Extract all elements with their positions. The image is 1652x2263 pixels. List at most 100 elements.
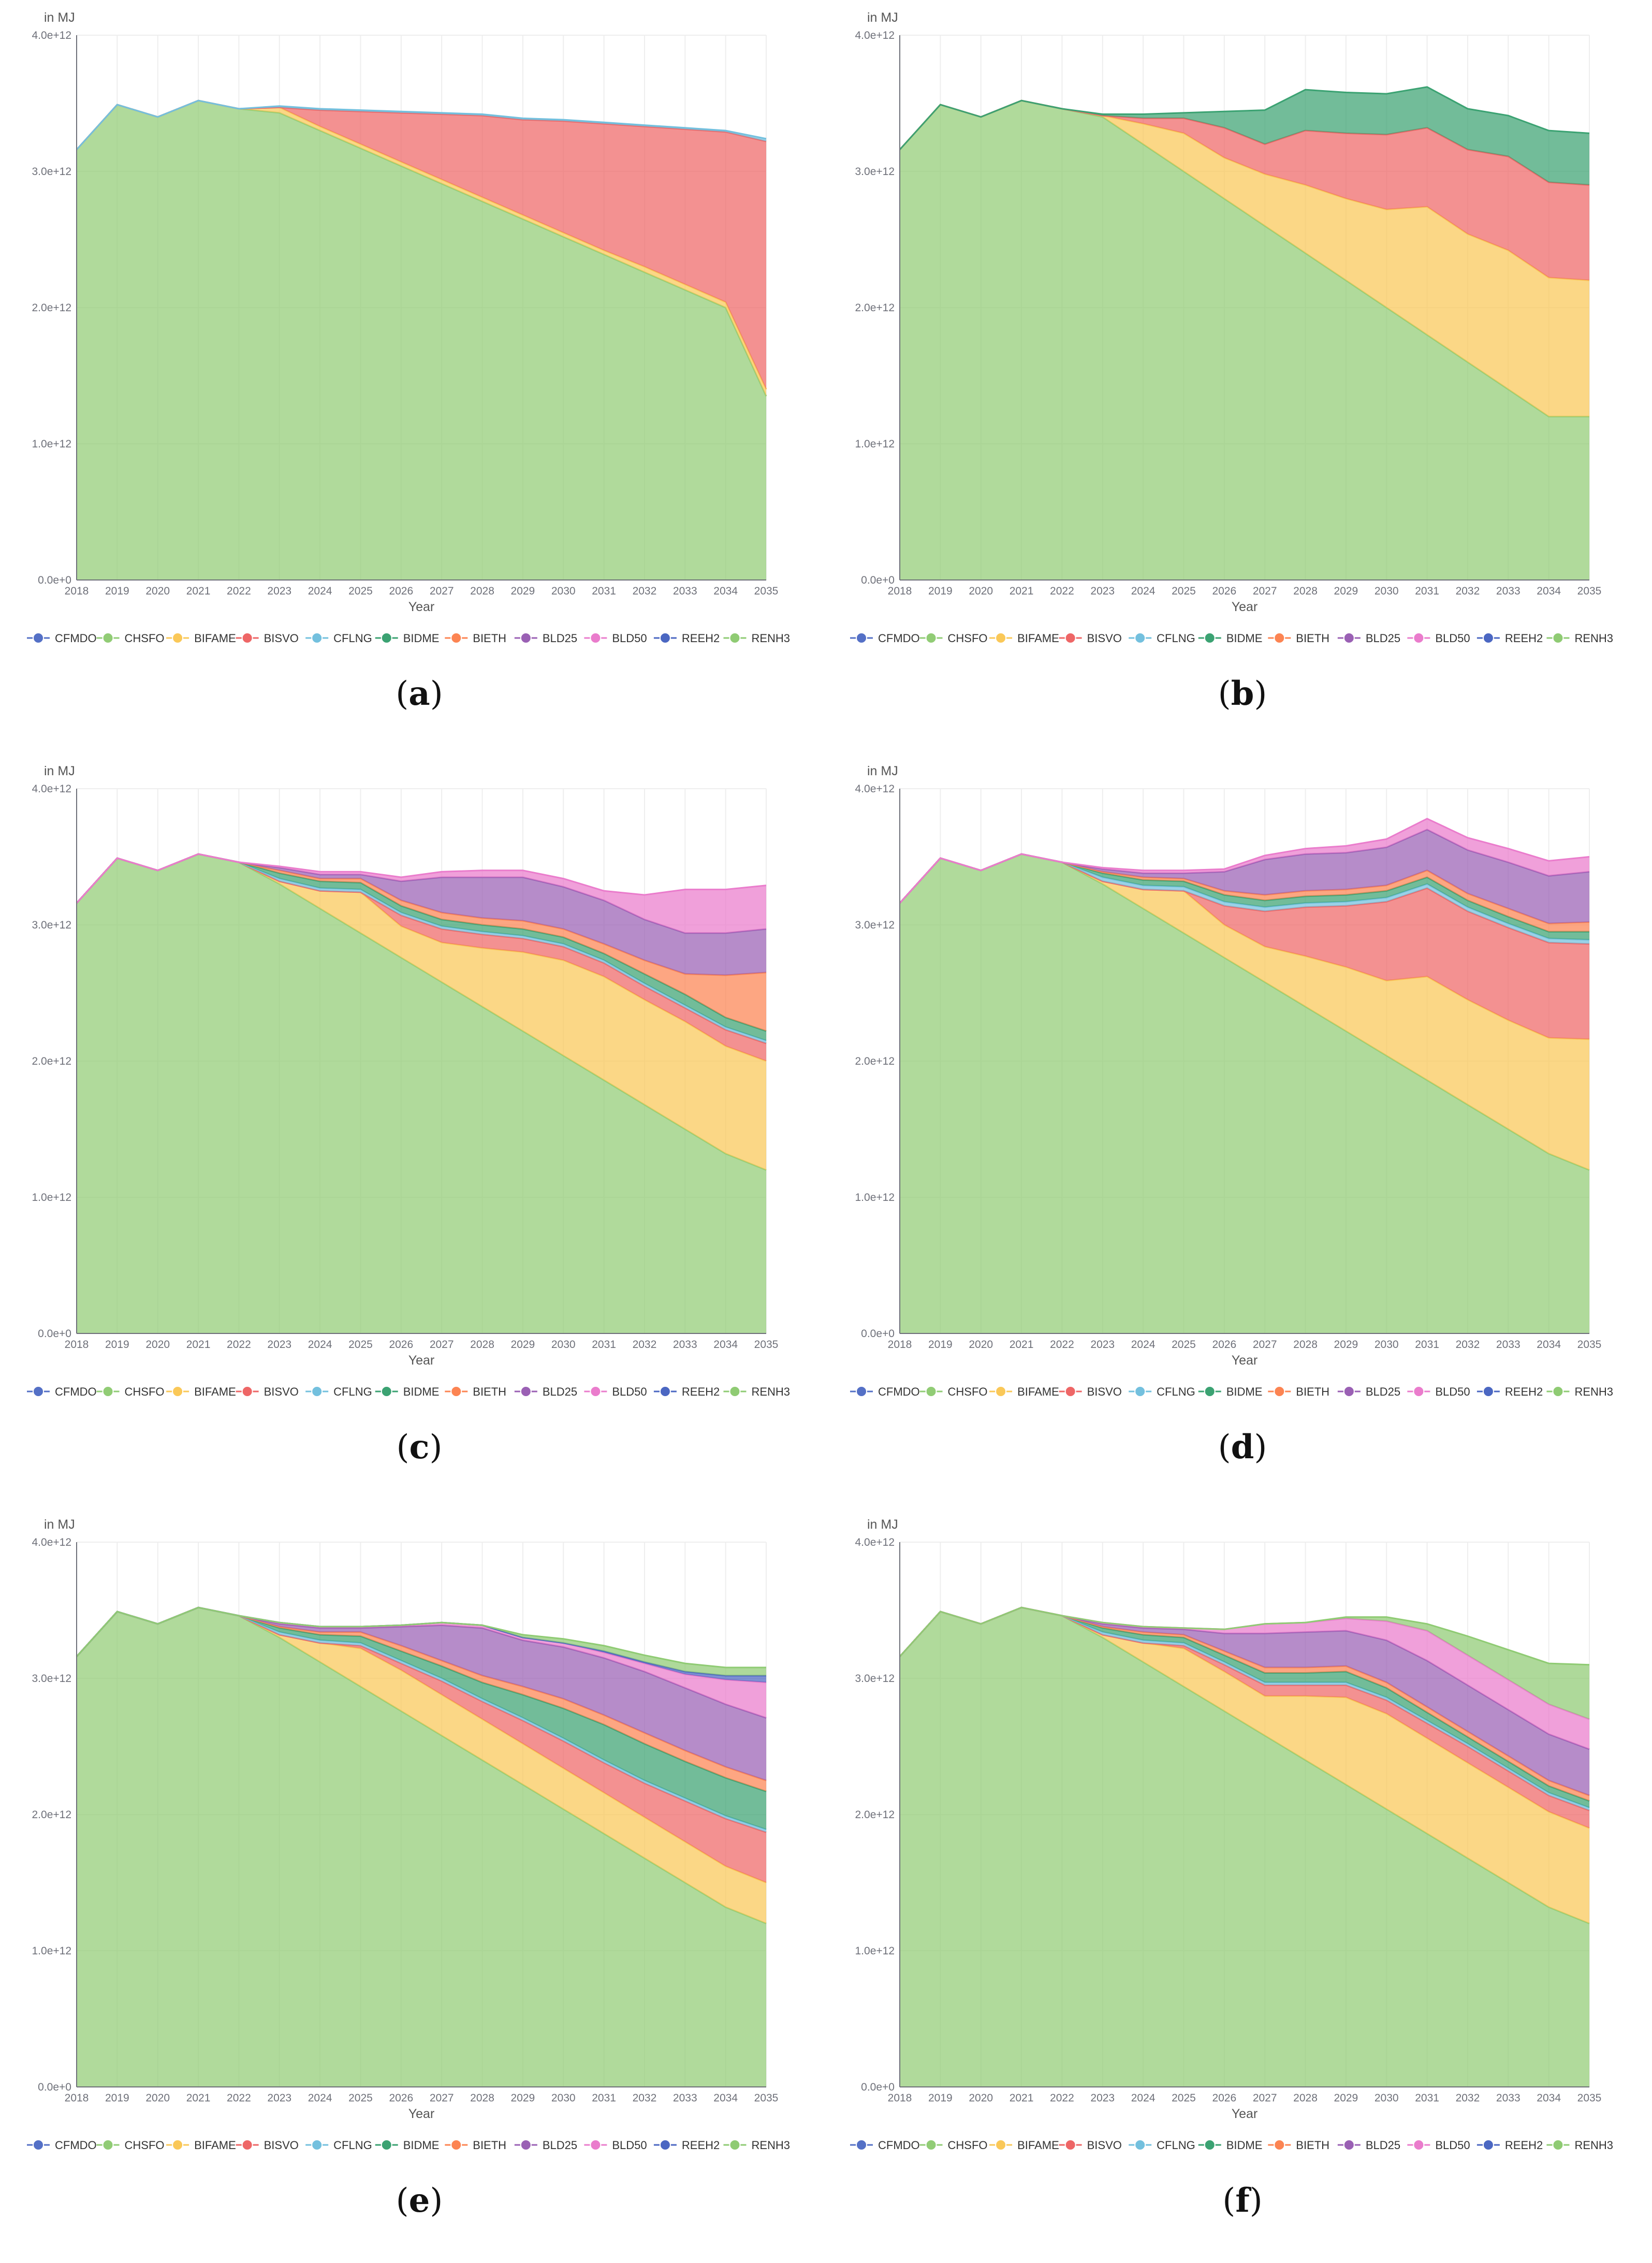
legend-item-reeh2[interactable]: REEH2 <box>653 2139 720 2152</box>
legend-dot-icon <box>729 1386 741 1397</box>
legend-item-bidme[interactable]: BIDME <box>375 632 440 645</box>
legend-dot-icon <box>1064 1386 1076 1397</box>
x-tick-label: 2023 <box>267 585 291 597</box>
legend-item-bieth[interactable]: BIETH <box>1268 632 1329 645</box>
x-tick-label: 2023 <box>267 1339 291 1351</box>
legend-item-cfmdo[interactable]: CFMDO <box>850 2139 920 2152</box>
legend-item-bisvo[interactable]: BISVO <box>1059 1385 1122 1398</box>
legend-item-cfmdo[interactable]: CFMDO <box>27 1385 97 1398</box>
legend-item-cflng[interactable]: CFLNG <box>305 632 372 645</box>
legend-item-reeh2[interactable]: REEH2 <box>1476 632 1543 645</box>
x-tick-label: 2028 <box>1293 1339 1318 1351</box>
legend-item-chsfo[interactable]: CHSFO <box>919 2139 988 2152</box>
legend-label: REEH2 <box>1505 1385 1543 1398</box>
legend-item-bld50[interactable]: BLD50 <box>584 2139 647 2152</box>
legend-item-reeh2[interactable]: REEH2 <box>1476 1385 1543 1398</box>
legend-item-bld25[interactable]: BLD25 <box>1337 2139 1400 2152</box>
area-chart: 0.0e+0 1.0e+12 2.0e+12 3.0e+12 4.0e+12 2018 20… <box>27 764 790 1398</box>
area-chsfo <box>900 1607 1589 2087</box>
legend-item-renh3[interactable]: RENH3 <box>1546 1385 1613 1398</box>
legend-item-bifame[interactable]: BIFAME <box>166 2139 236 2152</box>
x-tick-label: 2031 <box>1415 585 1439 597</box>
legend-item-cfmdo[interactable]: CFMDO <box>850 632 920 645</box>
legend-item-bisvo[interactable]: BISVO <box>1059 2139 1122 2152</box>
y-tick-label: 0.0e+0 <box>38 2081 71 2093</box>
x-tick-label: 2026 <box>389 1339 413 1351</box>
legend-item-bidme[interactable]: BIDME <box>1198 632 1263 645</box>
legend-item-bieth[interactable]: BIETH <box>445 632 506 645</box>
legend-dot-icon <box>311 1386 323 1397</box>
legend-item-cflng[interactable]: CFLNG <box>305 1385 372 1398</box>
legend-item-bisvo[interactable]: BISVO <box>1059 632 1122 645</box>
legend-dot-icon <box>102 2139 114 2151</box>
y-tick-label: 2.0e+12 <box>32 1809 72 1821</box>
legend-item-reeh2[interactable]: REEH2 <box>1476 2139 1543 2152</box>
legend-item-bieth[interactable]: BIETH <box>445 2139 506 2152</box>
legend-item-bidme[interactable]: BIDME <box>1198 2139 1263 2152</box>
legend-label: BLD50 <box>1435 2139 1470 2152</box>
legend-item-renh3[interactable]: RENH3 <box>723 1385 790 1398</box>
legend-item-bld50[interactable]: BLD50 <box>584 632 647 645</box>
legend-item-chsfo[interactable]: CHSFO <box>919 632 988 645</box>
legend-item-bld50[interactable]: BLD50 <box>1407 632 1470 645</box>
legend-item-chsfo[interactable]: CHSFO <box>96 632 165 645</box>
legend-item-cfmdo[interactable]: CFMDO <box>27 2139 97 2152</box>
area-chsfo <box>77 1607 766 2087</box>
legend-item-cflng[interactable]: CFLNG <box>305 2139 372 2152</box>
legend-item-bld50[interactable]: BLD50 <box>1407 2139 1470 2152</box>
legend-item-bld50[interactable]: BLD50 <box>584 1385 647 1398</box>
legend-item-cflng[interactable]: CFLNG <box>1129 2139 1195 2152</box>
legend-label: BIDME <box>1226 1385 1263 1398</box>
legend-item-bld25[interactable]: BLD25 <box>514 1385 577 1398</box>
legend-item-bld25[interactable]: BLD25 <box>1337 632 1400 645</box>
legend-item-bld25[interactable]: BLD25 <box>1337 1385 1400 1398</box>
legend-dot-icon <box>241 2139 253 2151</box>
x-tick-label: 2028 <box>1293 585 1318 597</box>
legend-item-bifame[interactable]: BIFAME <box>989 632 1059 645</box>
legend-item-reeh2[interactable]: REEH2 <box>653 632 720 645</box>
legend-item-renh3[interactable]: RENH3 <box>723 632 790 645</box>
area-bidme <box>900 854 1589 940</box>
legend-item-bisvo[interactable]: BISVO <box>236 2139 299 2152</box>
x-axis-title: Year <box>408 600 435 614</box>
legend-item-bidme[interactable]: BIDME <box>375 2139 440 2152</box>
legend-dot-icon <box>1482 2139 1494 2151</box>
x-tick-label: 2021 <box>1010 585 1034 597</box>
legend-item-cflng[interactable]: CFLNG <box>1129 1385 1195 1398</box>
legend-item-cfmdo[interactable]: CFMDO <box>27 632 97 645</box>
x-tick-label: 2026 <box>1212 585 1236 597</box>
legend-item-bld25[interactable]: BLD25 <box>514 632 577 645</box>
legend-item-bifame[interactable]: BIFAME <box>989 1385 1059 1398</box>
legend-item-bld25[interactable]: BLD25 <box>514 2139 577 2152</box>
legend-item-cflng[interactable]: CFLNG <box>1129 632 1195 645</box>
x-tick-label: 2029 <box>1334 585 1358 597</box>
legend-item-bidme[interactable]: BIDME <box>1198 1385 1263 1398</box>
legend-item-reeh2[interactable]: REEH2 <box>653 1385 720 1398</box>
legend-item-bifame[interactable]: BIFAME <box>166 632 236 645</box>
legend-item-renh3[interactable]: RENH3 <box>1546 2139 1613 2152</box>
legend-item-cfmdo[interactable]: CFMDO <box>850 1385 920 1398</box>
legend-item-chsfo[interactable]: CHSFO <box>96 1385 165 1398</box>
legend-item-bieth[interactable]: BIETH <box>1268 2139 1329 2152</box>
legend-item-renh3[interactable]: RENH3 <box>1546 632 1613 645</box>
legend-item-renh3[interactable]: RENH3 <box>723 2139 790 2152</box>
legend-dot-icon <box>995 1386 1007 1397</box>
legend-item-bisvo[interactable]: BISVO <box>236 632 299 645</box>
legend-dot-icon <box>1274 1386 1285 1397</box>
x-tick-label: 2021 <box>186 2092 211 2104</box>
area-chart: 0.0e+0 1.0e+12 2.0e+12 3.0e+12 4.0e+12 2018 20… <box>27 1517 790 2152</box>
legend-item-bisvo[interactable]: BISVO <box>236 1385 299 1398</box>
legend-item-bidme[interactable]: BIDME <box>375 1385 440 1398</box>
legend-item-bieth[interactable]: BIETH <box>1268 1385 1329 1398</box>
x-tick-label: 2020 <box>969 1339 993 1351</box>
x-tick-label: 2032 <box>633 585 657 597</box>
legend-item-bld50[interactable]: BLD50 <box>1407 1385 1470 1398</box>
legend-item-chsfo[interactable]: CHSFO <box>96 2139 165 2152</box>
legend-item-bifame[interactable]: BIFAME <box>166 1385 236 1398</box>
legend-dot-icon <box>995 632 1007 644</box>
y-tick-label: 0.0e+0 <box>861 1328 895 1340</box>
legend-label: BIDME <box>1226 632 1263 645</box>
legend-item-bifame[interactable]: BIFAME <box>989 2139 1059 2152</box>
legend-item-chsfo[interactable]: CHSFO <box>919 1385 988 1398</box>
legend-item-bieth[interactable]: BIETH <box>445 1385 506 1398</box>
